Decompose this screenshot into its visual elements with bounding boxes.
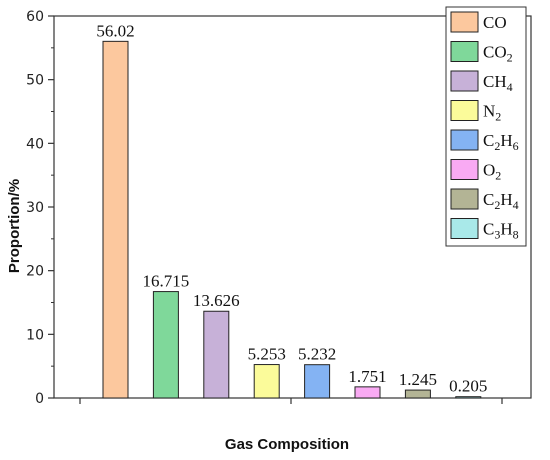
y-tick-label: 30 — [26, 200, 44, 216]
legend-swatch-c3h8 — [450, 218, 479, 239]
data-label-c2h4: 1.245 — [399, 370, 437, 389]
legend-swatch-c2h6 — [450, 129, 479, 151]
data-label-co2: 16.715 — [143, 272, 190, 291]
data-label-o2: 1.751 — [348, 367, 386, 386]
bar-ch4 — [203, 310, 230, 399]
bar-co2 — [152, 291, 179, 399]
y-tick-label: 60 — [26, 9, 44, 25]
bar-c2h4 — [404, 389, 431, 399]
legend-swatch-co2 — [450, 41, 479, 62]
bar-c3h8 — [455, 396, 482, 399]
y-tick-label: 40 — [26, 136, 44, 152]
legend-label-n2: N2 — [483, 102, 501, 124]
bars — [102, 40, 482, 399]
legend-swatch-o2 — [450, 159, 479, 180]
legend-swatch-c2h4 — [450, 188, 479, 210]
legend-label-co: CO — [483, 13, 507, 32]
legend-label-co2: CO2 — [483, 43, 513, 65]
y-tick-label: 20 — [26, 264, 44, 280]
bar-o2 — [354, 386, 381, 399]
legend-label-c2h6: C2H6 — [483, 131, 519, 153]
y-tick-label: 0 — [35, 391, 44, 407]
data-label-co: 56.02 — [96, 21, 134, 40]
data-label-c3h8: 0.205 — [449, 377, 487, 396]
legend-label-c3h8: C3H8 — [483, 220, 519, 242]
data-label-c2h6: 5.232 — [298, 345, 336, 364]
bar-co — [102, 40, 129, 399]
bar-c2h6 — [304, 364, 331, 399]
y-axis-title: Proportion/% — [6, 179, 23, 273]
y-tick-label: 10 — [26, 327, 44, 343]
legend-swatch-co — [450, 11, 479, 33]
legend-label-o2: O2 — [483, 161, 501, 183]
bar-n2 — [253, 364, 280, 399]
legend-swatch-n2 — [450, 100, 479, 121]
legend: CO CO2 CH4 N2 C2H6 O2 C2H4 C3H8 — [445, 6, 527, 247]
legend-label-ch4: CH4 — [483, 72, 513, 94]
legend-label-c2h4: C2H4 — [483, 190, 519, 212]
x-axis-title: Gas Composition — [225, 436, 349, 453]
data-label-ch4: 13.626 — [193, 291, 240, 310]
legend-swatch-ch4 — [450, 70, 479, 92]
y-tick-label: 50 — [26, 73, 44, 89]
data-label-n2: 5.253 — [248, 345, 286, 364]
axes: 0 10 20 30 40 50 60 — [26, 9, 532, 407]
